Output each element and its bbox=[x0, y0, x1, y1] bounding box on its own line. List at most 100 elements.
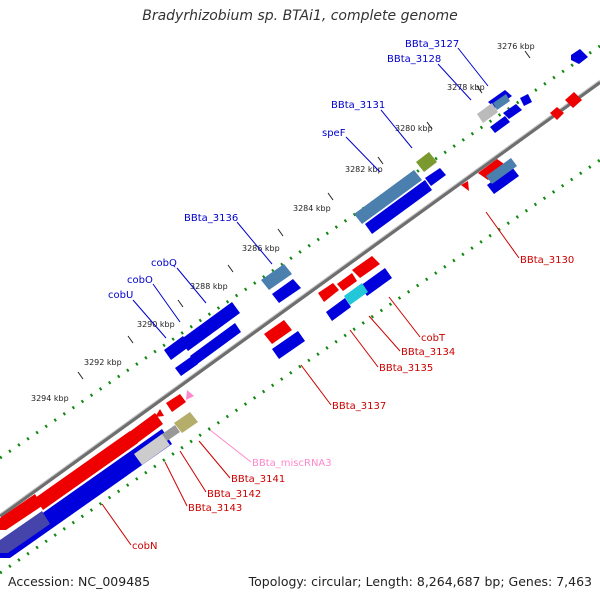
feature-steelblue-3128[interactable] bbox=[493, 94, 510, 110]
tick-3282 bbox=[377, 156, 384, 165]
gene-forward-speF[interactable] bbox=[425, 168, 446, 186]
tick-label-3280: 3280 kbp bbox=[395, 124, 433, 133]
label-cobT: cobT bbox=[421, 333, 446, 344]
forward-genes[interactable] bbox=[0, 49, 588, 558]
gene-forward-cobN-shaded[interactable] bbox=[0, 511, 50, 553]
gene-forward-cobQ[interactable] bbox=[180, 302, 240, 351]
feature-grey-3128[interactable] bbox=[477, 103, 498, 123]
feature-steelblue-3136[interactable] bbox=[261, 264, 292, 290]
tick-label-3294: 3294 kbp bbox=[31, 394, 69, 403]
tick-label-3282: 3282 kbp bbox=[345, 165, 383, 174]
tick-3276 bbox=[524, 50, 531, 59]
leader-3142 bbox=[179, 450, 207, 493]
genome-summary-text: Topology: circular; Length: 8,264,687 bp… bbox=[248, 574, 592, 589]
leader-cobQ bbox=[176, 267, 207, 304]
tick-label-3276: 3276 kbp bbox=[497, 42, 535, 51]
gene-reverse-3130a[interactable] bbox=[565, 92, 582, 108]
gene-reverse-3134b[interactable] bbox=[337, 273, 357, 291]
gene-forward-3138[interactable] bbox=[190, 323, 241, 365]
lower-guide-dots bbox=[0, 158, 600, 575]
top-leader-lines bbox=[132, 47, 489, 339]
tick-label-3288: 3288 kbp bbox=[190, 282, 228, 291]
label-cobQ: cobQ bbox=[151, 258, 177, 269]
bottom-leader-lines bbox=[101, 211, 520, 546]
gene-reverse-cobN-c[interactable] bbox=[0, 494, 42, 530]
leader-3135 bbox=[349, 329, 379, 368]
gene-reverse-3137[interactable] bbox=[264, 320, 292, 344]
accession-text: Accession: NC_009485 bbox=[8, 574, 151, 589]
gene-forward-3128b[interactable] bbox=[520, 94, 532, 106]
upper-guide-dots bbox=[0, 44, 600, 460]
label-3141: BBta_3141 bbox=[231, 474, 285, 485]
gene-forward-cobU[interactable] bbox=[175, 356, 198, 376]
other-features[interactable] bbox=[134, 94, 517, 465]
gene-forward-3136[interactable] bbox=[272, 279, 301, 303]
tick-label-3292: 3292 kbp bbox=[84, 358, 122, 367]
gene-forward-3127[interactable] bbox=[571, 49, 588, 64]
gene-forward-3134[interactable] bbox=[326, 298, 351, 321]
label-3127: BBta_3127 bbox=[405, 39, 459, 50]
gene-forward-3129[interactable] bbox=[503, 104, 522, 119]
label-3131: BBta_3131 bbox=[331, 100, 385, 111]
leader-cobU bbox=[132, 299, 167, 339]
tick-3286 bbox=[277, 228, 284, 237]
tick-3292 bbox=[127, 335, 134, 344]
leader-cobN bbox=[101, 503, 132, 546]
gene-reverse-3134a[interactable] bbox=[318, 283, 339, 302]
gene-reverse-3130[interactable] bbox=[478, 159, 507, 180]
feature-cyan-3134[interactable] bbox=[344, 283, 368, 305]
label-3142: BBta_3142 bbox=[207, 489, 261, 500]
leader-3136 bbox=[236, 221, 273, 265]
leader-3134 bbox=[368, 315, 401, 352]
feature-lightgrey-3143[interactable] bbox=[134, 434, 170, 465]
tick-3294 bbox=[77, 371, 84, 380]
label-cobU: cobU bbox=[108, 290, 133, 301]
tick-3284 bbox=[327, 192, 334, 201]
gene-forward-cobT[interactable] bbox=[360, 268, 392, 296]
top-gene-labels: BBta_3127 BBta_3128 BBta_3131 speF BBta_… bbox=[108, 39, 459, 301]
gene-reverse-3142[interactable] bbox=[155, 409, 164, 417]
gene-reverse-cobN-a[interactable] bbox=[128, 413, 163, 444]
feature-steelblue-speF[interactable] bbox=[354, 170, 422, 224]
feature-khaki-3141[interactable] bbox=[174, 412, 198, 433]
gene-reverse-3135[interactable] bbox=[352, 256, 380, 278]
label-miscRNA3: BBta_miscRNA3 bbox=[252, 458, 332, 469]
gene-reverse-cobN-b[interactable] bbox=[35, 431, 138, 510]
leader-3131 bbox=[380, 109, 413, 149]
leader-3128 bbox=[437, 63, 472, 101]
leader-3137 bbox=[300, 364, 332, 406]
leader-3130 bbox=[485, 211, 520, 259]
tick-label-3286: 3286 kbp bbox=[242, 244, 280, 253]
gene-forward-3131[interactable] bbox=[490, 116, 510, 133]
genome-backbone bbox=[0, 80, 600, 518]
label-3143: BBta_3143 bbox=[188, 503, 242, 514]
feature-pink-miscRNA[interactable] bbox=[186, 390, 194, 400]
label-speF: speF bbox=[322, 128, 346, 139]
feature-olive-speF[interactable] bbox=[416, 152, 437, 172]
tick-label-3284: 3284 kbp bbox=[293, 204, 331, 213]
gene-forward-3130[interactable] bbox=[487, 167, 519, 194]
kbp-ticks: 3276 kbp 3278 kbp 3280 kbp 3282 kbp 3284… bbox=[31, 42, 535, 403]
feature-steelblue-3130[interactable] bbox=[486, 158, 517, 184]
leader-cobT bbox=[388, 296, 421, 338]
gene-reverse-3130b[interactable] bbox=[550, 107, 564, 120]
gene-forward-3133[interactable] bbox=[365, 180, 432, 234]
tick-label-3290: 3290 kbp bbox=[137, 320, 175, 329]
label-3128: BBta_3128 bbox=[387, 54, 441, 65]
tick-3280 bbox=[426, 121, 433, 130]
tick-3278 bbox=[476, 85, 483, 94]
label-3137: BBta_3137 bbox=[332, 401, 386, 412]
label-3130: BBta_3130 bbox=[520, 255, 574, 266]
tick-label-3278: 3278 kbp bbox=[447, 83, 485, 92]
label-cobN: cobN bbox=[132, 541, 157, 552]
gene-reverse-3141[interactable] bbox=[166, 394, 186, 412]
gene-reverse-small1[interactable] bbox=[461, 181, 469, 191]
gene-forward-cobO[interactable] bbox=[164, 336, 190, 360]
reverse-genes[interactable] bbox=[0, 92, 582, 530]
feature-grey-3142[interactable] bbox=[162, 425, 180, 441]
leader-speF bbox=[345, 136, 381, 173]
label-cobO: cobO bbox=[127, 275, 153, 286]
gene-forward-3137[interactable] bbox=[272, 331, 305, 359]
leader-cobO bbox=[152, 283, 181, 323]
